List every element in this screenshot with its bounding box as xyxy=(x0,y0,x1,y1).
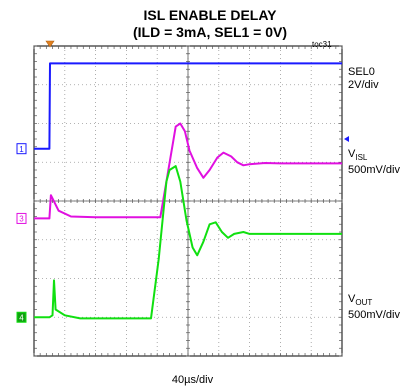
label-sel0-scale: 2V/div xyxy=(348,79,379,91)
channel-marker-3: 3 xyxy=(16,212,27,224)
trace-visl xyxy=(34,122,342,220)
label-vout-scale: 500mV/div xyxy=(348,309,400,322)
label-vout-name: VOUT xyxy=(348,293,400,309)
channel-marker-box xyxy=(16,311,27,323)
label-visl-scale: 500mV/div xyxy=(348,164,400,177)
channel-marker-box xyxy=(16,143,27,155)
grid xyxy=(33,45,343,357)
channel-marker-1: 1 xyxy=(16,143,27,155)
label-vout-main: V xyxy=(348,293,356,305)
label-sel0: SEL0 2V/div xyxy=(348,66,379,92)
x-axis-label: 40µs/div xyxy=(171,374,214,386)
chart-title-line2: (ILD = 3mA, SEL1 = 0V) xyxy=(132,24,288,40)
trace-vout xyxy=(34,165,342,320)
figure-code: toc31 xyxy=(312,40,332,49)
label-visl-name: VISL xyxy=(348,148,400,164)
trigger-marker-icon xyxy=(45,40,55,48)
channel-marker-4: 4 xyxy=(16,311,27,323)
channel-markers: 1 3 4 xyxy=(16,40,349,323)
channel-marker-label: 1 xyxy=(19,145,24,154)
channel-marker-label: 3 xyxy=(19,215,24,224)
trace-sel0 xyxy=(34,62,342,150)
label-visl-sub: ISL xyxy=(355,153,368,163)
label-visl: VISL 500mV/div xyxy=(348,148,400,177)
label-visl-main: V xyxy=(348,148,356,160)
trigger-level-icon xyxy=(344,136,349,142)
label-sel0-name: SEL0 xyxy=(348,66,375,78)
traces xyxy=(34,62,342,320)
label-vout: VOUT 500mV/div xyxy=(348,293,400,322)
chart-title-line1: ISL ENABLE DELAY xyxy=(143,7,277,23)
channel-marker-label: 4 xyxy=(19,313,24,322)
label-vout-sub: OUT xyxy=(355,298,373,308)
channel-marker-box xyxy=(16,212,27,224)
